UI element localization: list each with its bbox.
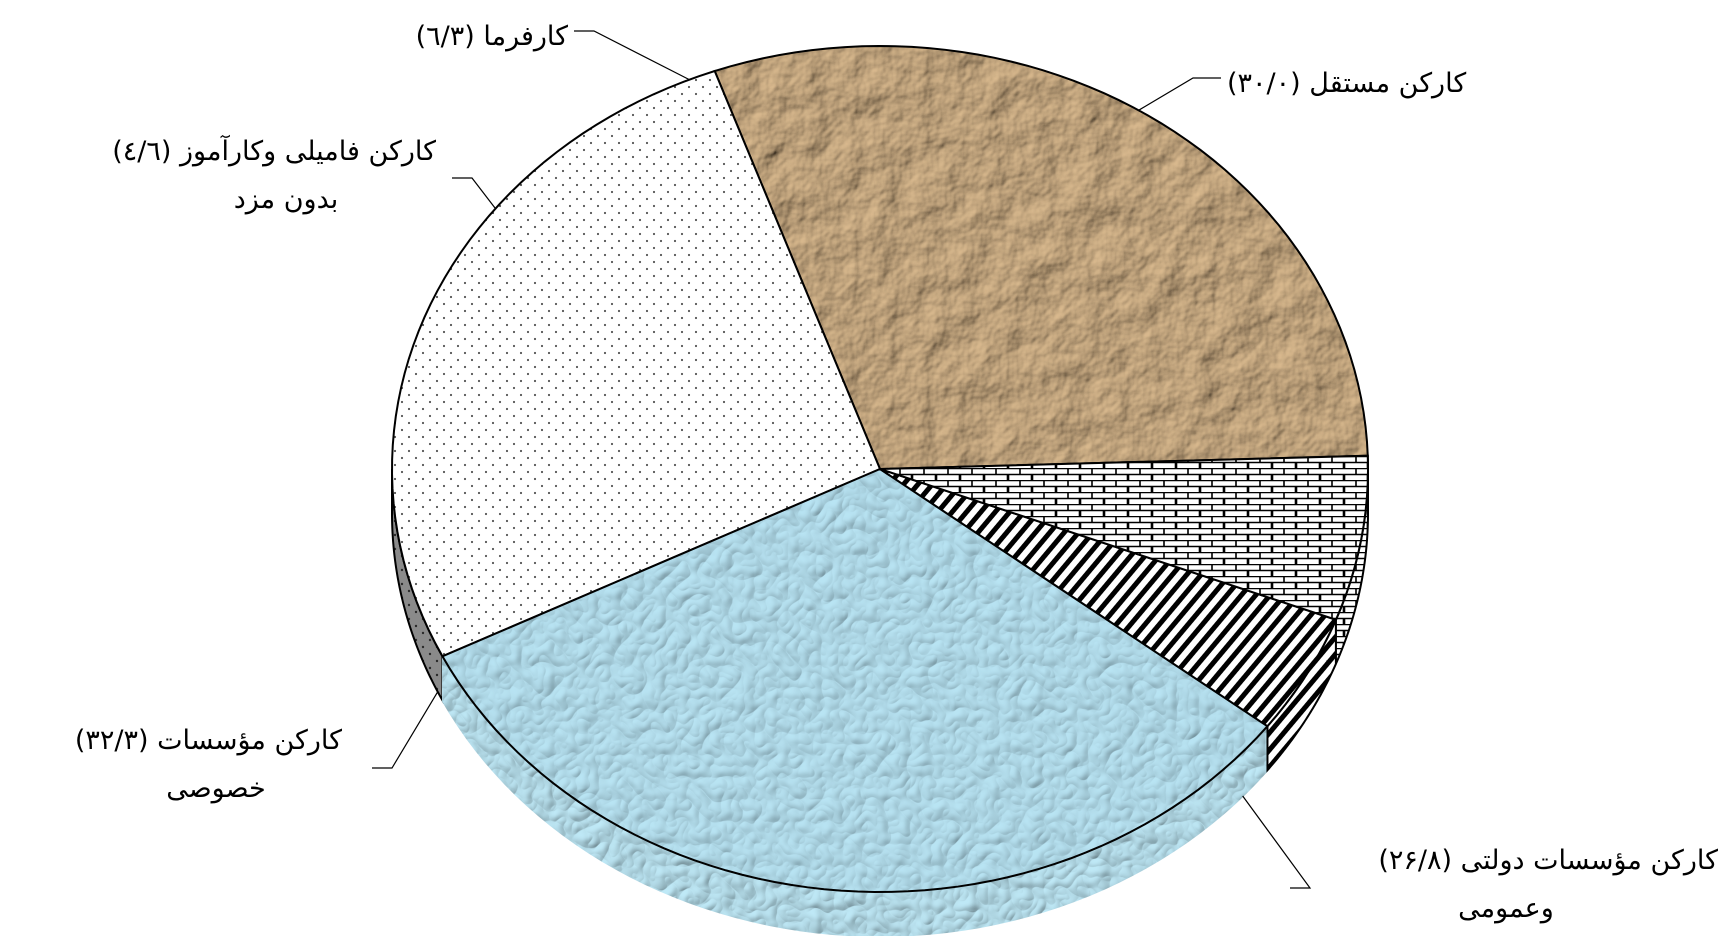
leader-line-0 [1138, 77, 1221, 111]
slice-label-line2-3: بدون مزد [234, 184, 339, 215]
leader-line-4 [574, 30, 690, 81]
pie-labels: (۳۰/۰) کارکن مستقل (۲۶/۸) کارکن مؤسسات دو… [75, 21, 1718, 924]
leader-line-1 [1242, 795, 1312, 889]
leader-line-3 [452, 177, 496, 209]
pie-slice-1 [391, 69, 882, 658]
slice-label-line2-2: خصوصی [166, 773, 265, 804]
slice-label-0: (۳۰/۰) کارکن مستقل [1227, 68, 1466, 99]
slice-label-4: (٦/۳) کارفرما [416, 21, 569, 52]
pie-slice-3 [879, 468, 1338, 728]
slice-label-2: (۳۲/۳) کارکن مؤسسات [75, 725, 342, 756]
leader-line-2 [372, 691, 439, 769]
pie-slices [391, 44, 1370, 938]
pie-slice-2 [440, 467, 1269, 893]
pie-slice-texture-2 [442, 469, 1268, 892]
slice-label-line2-1: وعمومی [1458, 893, 1554, 924]
slice-label-3: (٤/٦) کارکن فامیلی وکارآموز [112, 135, 436, 167]
pie-slice-4 [879, 454, 1370, 622]
pie-slice-texture-0 [714, 46, 1368, 469]
pie-slice-0 [713, 44, 1369, 471]
slice-label-1: (۲۶/۸) کارکن مؤسسات دولتی [1378, 845, 1718, 876]
